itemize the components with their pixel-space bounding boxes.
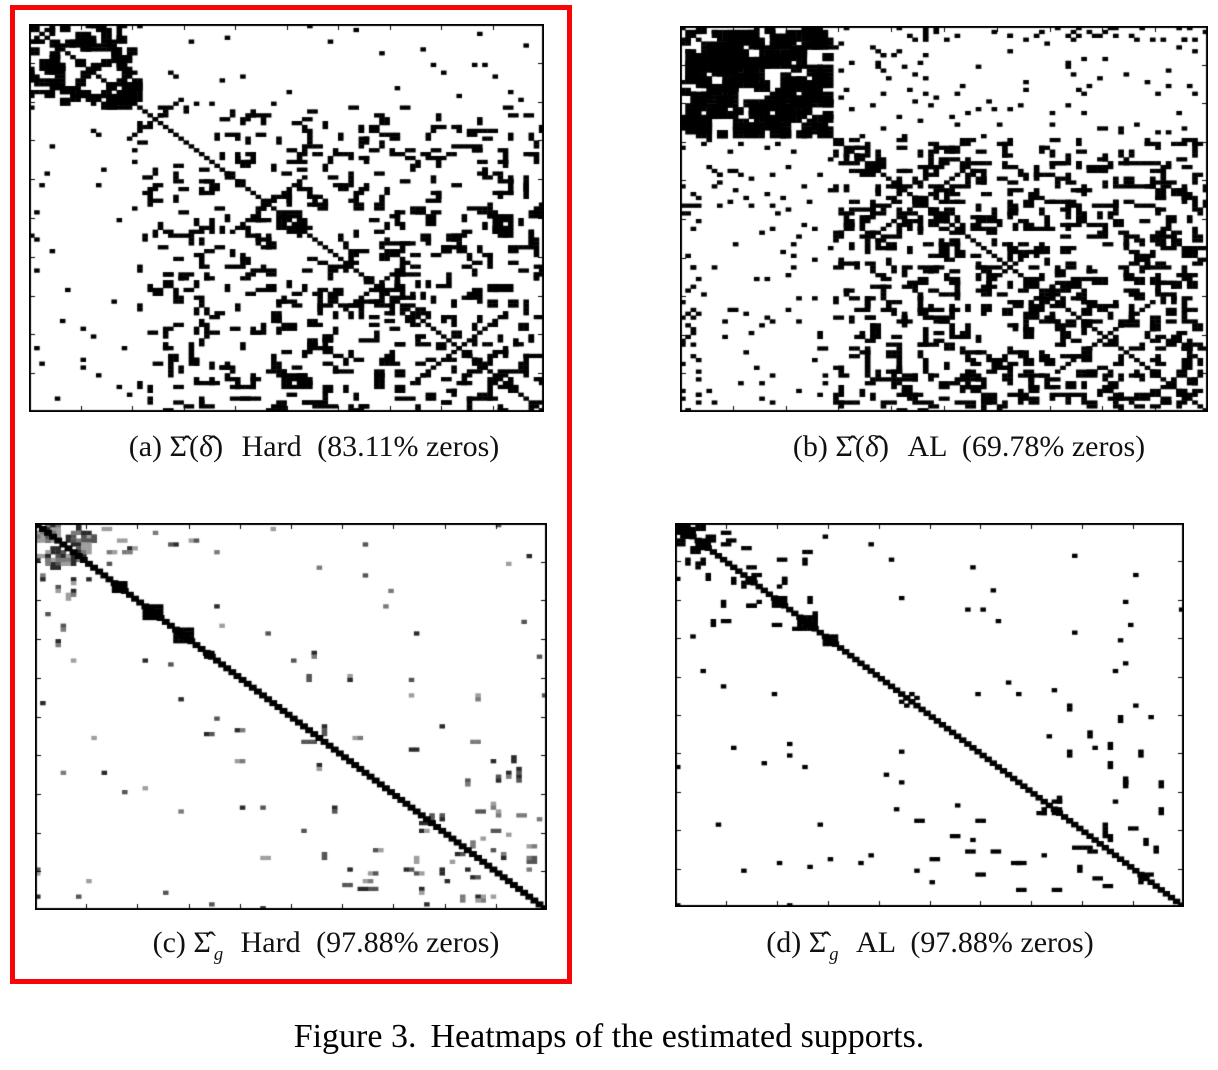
sigma-hat-symbol: Σ̂: [808, 926, 827, 959]
delta-hat-arg: (δ̂): [854, 430, 889, 463]
subscript-g: g: [213, 944, 224, 966]
caption-zeros: (97.88% zeros): [316, 926, 500, 959]
heatmap-c: [35, 523, 547, 910]
caption-method: AL: [907, 430, 947, 463]
caption-index: (d): [766, 926, 802, 959]
panel-caption-d: (d) Σ̂ g AL (97.88% zeros): [680, 926, 1180, 966]
caption-index: (b): [792, 430, 828, 463]
heatmap-b: [680, 26, 1208, 412]
caption-index: (c): [152, 926, 186, 959]
figure-number: Figure 3.: [293, 1018, 417, 1055]
figure-caption-text: Heatmaps of the estimated supports.: [430, 1018, 925, 1055]
caption-method: Hard: [240, 926, 301, 959]
caption-zeros: (97.88% zeros): [910, 926, 1094, 959]
highlight-box: [10, 5, 572, 984]
figure-caption: Figure 3. Heatmaps of the estimated suppo…: [0, 1018, 1218, 1056]
caption-math: Σ̂(δ̂): [835, 430, 892, 463]
caption-math: Σ̂(δ̂): [170, 430, 227, 463]
sigma-hat-symbol: Σ̂: [193, 926, 211, 959]
caption-math: Σ̂ g: [193, 926, 225, 965]
caption-zeros: (69.78% zeros): [961, 430, 1146, 463]
sigma-hat-symbol: Σ̂: [835, 430, 853, 463]
caption-method: Hard: [241, 430, 302, 463]
heatmap-d: [675, 523, 1184, 907]
subscript-g: g: [829, 944, 839, 966]
panel-caption-b: (b) Σ̂(δ̂) AL (69.78% zeros): [719, 430, 1218, 470]
caption-math: Σ̂ g: [808, 926, 841, 965]
caption-zeros: (83.11% zeros): [317, 430, 500, 463]
delta-hat-arg: (δ̂): [189, 430, 224, 463]
caption-method: AL: [856, 926, 895, 959]
heatmap-a: [29, 24, 544, 412]
panel-caption-a: (a) Σ̂(δ̂) Hard (83.11% zeros): [64, 430, 564, 470]
caption-index: (a): [128, 430, 163, 463]
panel-caption-c: (c) Σ̂ g Hard (97.88% zeros): [76, 926, 576, 966]
sigma-hat-symbol: Σ̂: [169, 430, 187, 463]
